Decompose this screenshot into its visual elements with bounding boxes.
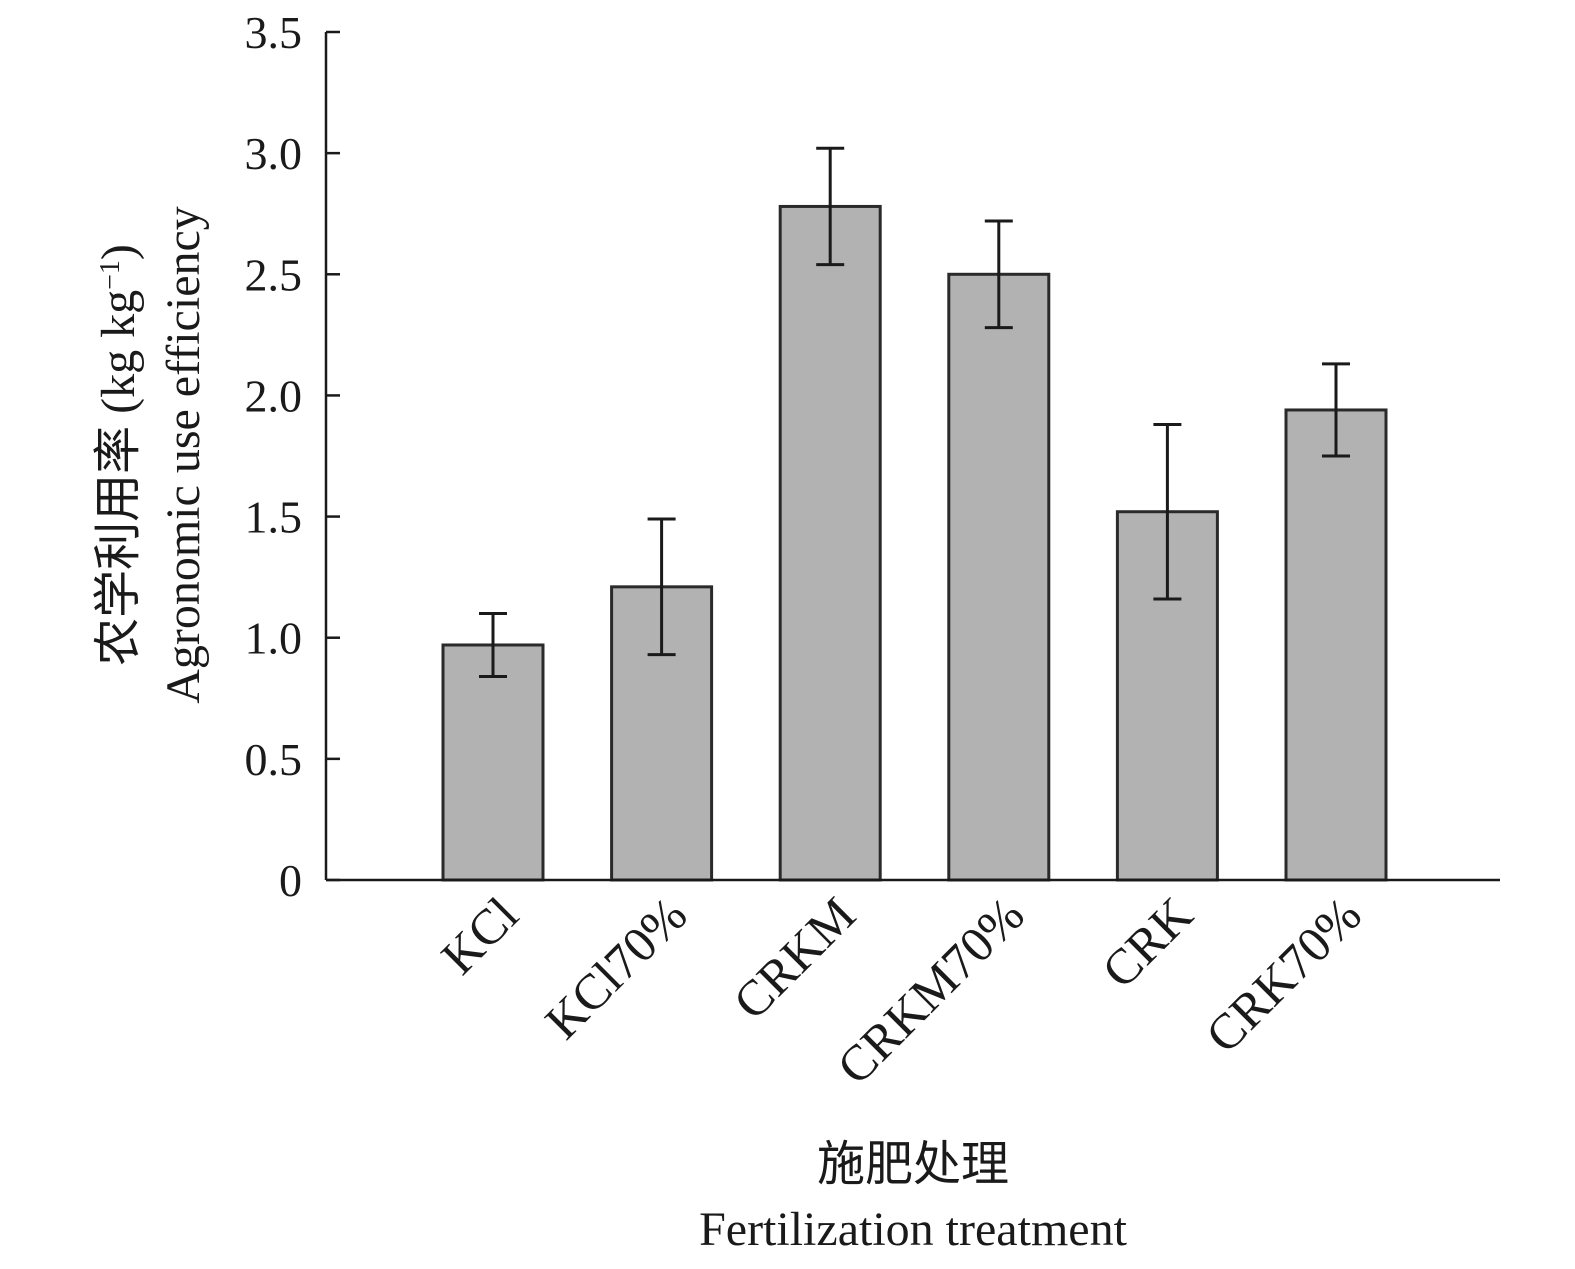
y-axis-title-close-paren: )	[92, 244, 145, 260]
y-tick-label: 2.0	[245, 370, 303, 421]
y-axis-title-en: Agronomic use efficiency	[157, 206, 210, 704]
y-tick-label: 1.5	[245, 492, 303, 543]
error-bar-crk	[1153, 423, 1182, 601]
y-axis-title-cn: 农学利用率 (kg kg−1)	[92, 244, 145, 666]
y-tick-label: 1.0	[245, 613, 303, 664]
x-tick-label: CRK	[1091, 886, 1203, 998]
y-axis-title-superscript: −1	[95, 260, 126, 290]
x-tick-label: CRK70%	[1195, 886, 1372, 1063]
axes-group	[324, 32, 1500, 882]
y-tick-label: 3.0	[245, 128, 303, 179]
bar-kcl	[441, 643, 545, 882]
bar-crkm	[778, 204, 882, 882]
bars-group	[441, 204, 1388, 882]
x-tick-label: KCl	[430, 886, 529, 985]
error-bar-crk70-pct	[1322, 362, 1350, 458]
y-tick-label: 0.5	[245, 734, 303, 785]
error-bar-crkm70-pct	[984, 219, 1013, 330]
y-tick-label: 0	[279, 855, 302, 906]
y-tick-label: 2.5	[245, 249, 303, 300]
x-tick-label: CRKM	[722, 886, 866, 1030]
error-bar-kcl	[479, 611, 507, 678]
error-bars-group	[479, 146, 1350, 678]
y-axis-title-cn-main: 农学利用率 (kg kg	[92, 290, 145, 666]
y-tick-label: 3.5	[245, 7, 303, 58]
error-bar-crkm	[816, 146, 845, 267]
error-bar-kcl70-pct	[647, 517, 676, 657]
bar-crkm70-pct	[947, 272, 1051, 882]
x-axis-title-cn: 施肥处理	[817, 1138, 1009, 1191]
x-axis-title-en: Fertilization treatment	[699, 1203, 1128, 1256]
bar-crk70-pct	[1284, 408, 1388, 882]
x-tick-label: KCl70%	[534, 886, 697, 1049]
y-ticks-group: 0 0.5 1.0 1.5 2.0 2.5 3.0 3.5	[245, 7, 340, 906]
